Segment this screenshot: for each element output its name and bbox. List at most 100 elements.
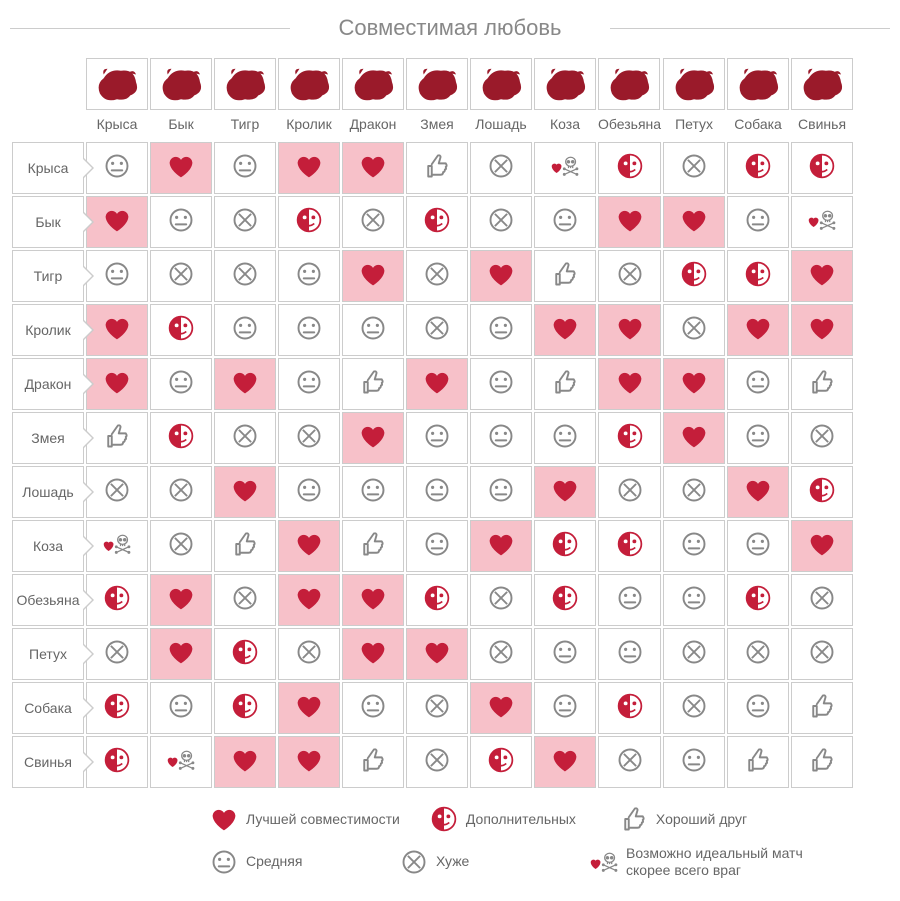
cell-3-3 (278, 304, 340, 356)
legend-thumb: Хороший друг (620, 805, 780, 833)
face-icon (295, 368, 323, 396)
face-icon (167, 692, 195, 720)
cell-7-9 (663, 520, 725, 572)
cell-1-3 (278, 196, 340, 248)
cell-3-4 (342, 304, 404, 356)
split-icon (808, 152, 836, 180)
heart-icon (487, 530, 515, 558)
cell-4-3 (278, 358, 340, 410)
heart-icon (487, 260, 515, 288)
split-icon (616, 152, 644, 180)
heart-icon (295, 692, 323, 720)
cell-0-2 (214, 142, 276, 194)
cell-8-5 (406, 574, 468, 626)
col-header-0: Крыса (86, 58, 148, 140)
cell-3-10 (727, 304, 789, 356)
cell-3-5 (406, 304, 468, 356)
split-icon (680, 260, 708, 288)
cross-icon (487, 584, 515, 612)
cell-0-5 (406, 142, 468, 194)
cell-9-3 (278, 628, 340, 680)
chart-title: Совместимая любовь (10, 15, 890, 41)
cross-icon (680, 314, 708, 342)
cell-6-5 (406, 466, 468, 518)
row-header-0: Крыса (12, 142, 84, 194)
heart-icon (231, 746, 259, 774)
cell-9-8 (598, 628, 661, 680)
cell-5-10 (727, 412, 789, 464)
cross-icon (423, 314, 451, 342)
cell-11-5 (406, 736, 468, 788)
split-icon (808, 476, 836, 504)
cell-4-0 (86, 358, 148, 410)
cell-11-7 (534, 736, 596, 788)
cell-11-3 (278, 736, 340, 788)
face-icon (103, 152, 131, 180)
cell-5-9 (663, 412, 725, 464)
cell-7-1 (150, 520, 212, 572)
face-icon (295, 260, 323, 288)
cell-1-8 (598, 196, 661, 248)
cell-8-0 (86, 574, 148, 626)
cell-0-7 (534, 142, 596, 194)
cell-6-9 (663, 466, 725, 518)
face-icon (487, 314, 515, 342)
cross-icon (400, 848, 428, 876)
cell-10-0 (86, 682, 148, 734)
face-icon (551, 422, 579, 450)
cell-6-7 (534, 466, 596, 518)
col-label-3: Кролик (278, 110, 340, 140)
heart-icon (680, 368, 708, 396)
col-label-9: Петух (663, 110, 725, 140)
cell-2-7 (534, 250, 596, 302)
heart-icon (103, 206, 131, 234)
cell-9-9 (663, 628, 725, 680)
cell-5-1 (150, 412, 212, 464)
cell-5-0 (86, 412, 148, 464)
cell-11-4 (342, 736, 404, 788)
cell-4-11 (791, 358, 853, 410)
thumb-icon (359, 746, 387, 774)
heart-icon (359, 152, 387, 180)
face-icon (487, 422, 515, 450)
cell-5-6 (470, 412, 532, 464)
cell-1-9 (663, 196, 725, 248)
col-header-9: Петух (663, 58, 725, 140)
cell-2-6 (470, 250, 532, 302)
legend-thumb-label: Хороший друг (656, 811, 747, 828)
row-header-2: Тигр (12, 250, 84, 302)
split-icon (231, 692, 259, 720)
row-header-4: Дракон (12, 358, 84, 410)
cell-7-3 (278, 520, 340, 572)
face-icon (680, 530, 708, 558)
cross-icon (231, 422, 259, 450)
cross-icon (231, 584, 259, 612)
cross-icon (167, 260, 195, 288)
face-icon (423, 476, 451, 504)
split-icon (423, 206, 451, 234)
zodiac-icon-10 (735, 65, 781, 103)
cross-icon (167, 530, 195, 558)
heart-icon (616, 314, 644, 342)
cell-11-1 (150, 736, 212, 788)
heart-icon (167, 584, 195, 612)
cross-icon (616, 746, 644, 774)
col-label-5: Змея (406, 110, 468, 140)
cross-icon (231, 206, 259, 234)
cell-11-2 (214, 736, 276, 788)
col-label-1: Бык (150, 110, 212, 140)
cell-0-6 (470, 142, 532, 194)
cell-5-2 (214, 412, 276, 464)
zodiac-icon-11 (799, 65, 845, 103)
cell-10-2 (214, 682, 276, 734)
cell-7-0 (86, 520, 148, 572)
face-icon (551, 638, 579, 666)
enemy-icon (808, 206, 836, 234)
cell-4-6 (470, 358, 532, 410)
cell-5-3 (278, 412, 340, 464)
heart-icon (423, 368, 451, 396)
col-header-1: Бык (150, 58, 212, 140)
cell-5-11 (791, 412, 853, 464)
cross-icon (103, 638, 131, 666)
cell-8-4 (342, 574, 404, 626)
